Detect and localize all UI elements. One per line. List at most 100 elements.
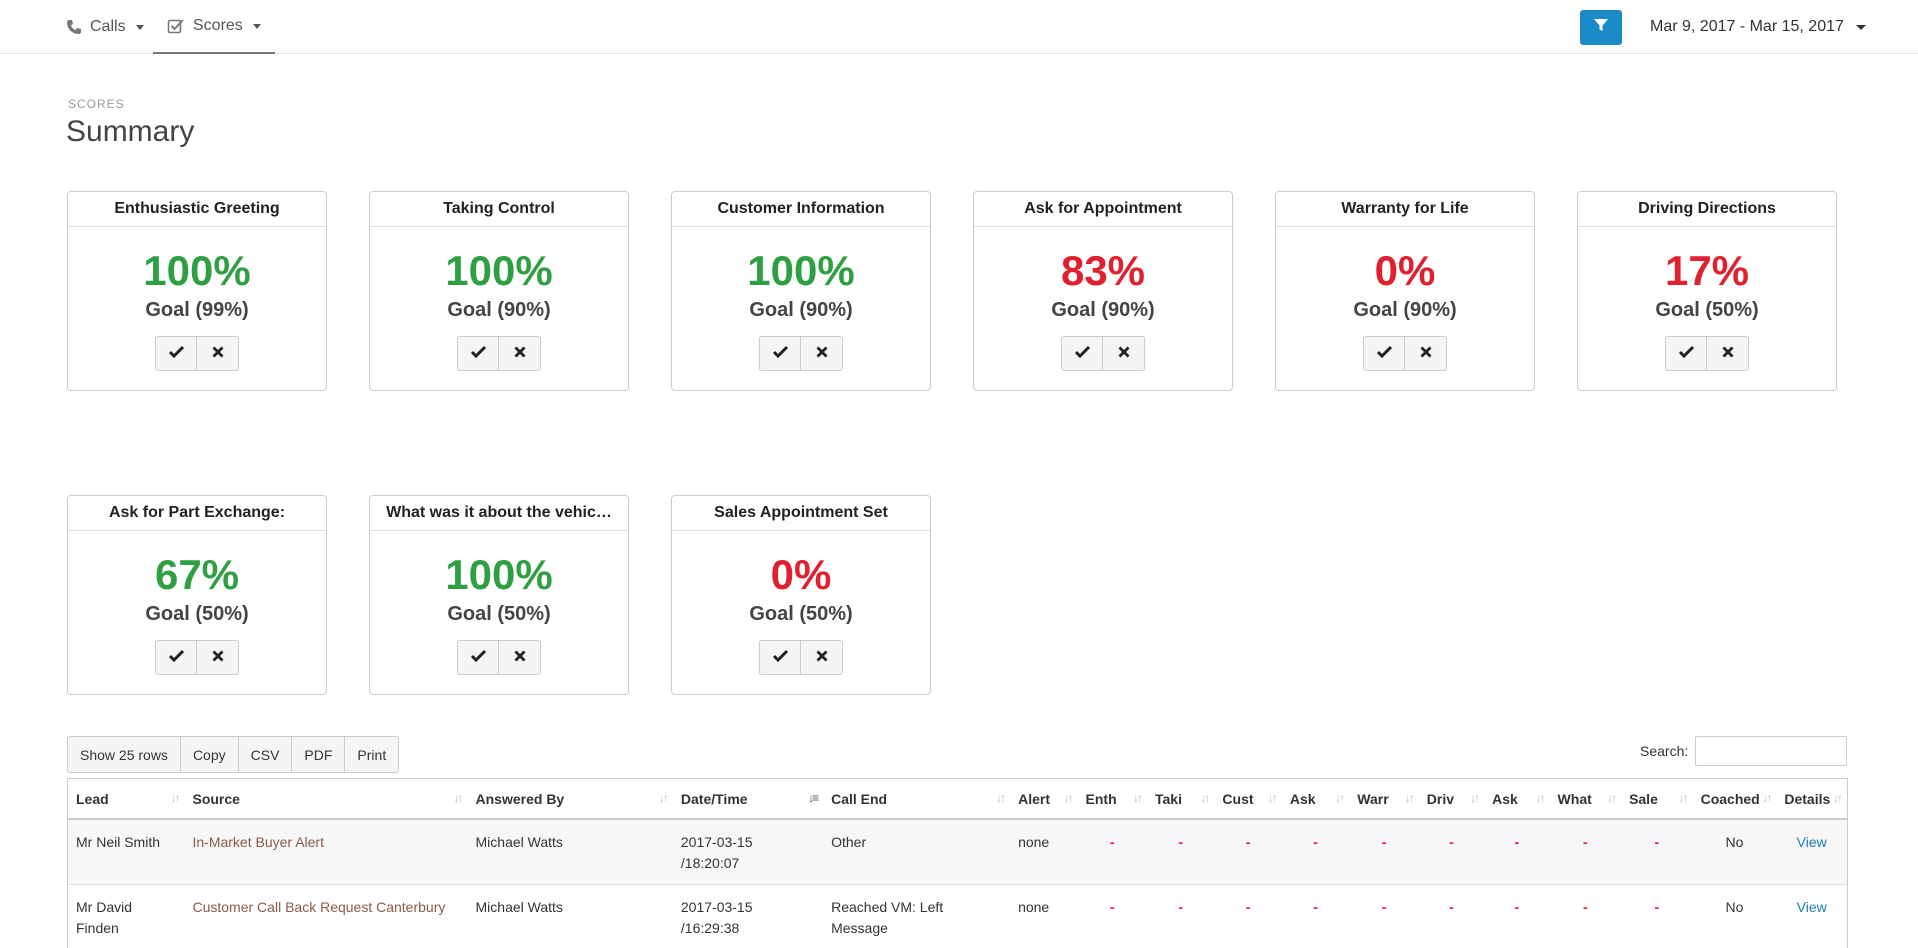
check-icon — [1074, 345, 1090, 363]
table-row[interactable]: Mr Neil Smith In-Market Buyer Alert Michae… — [68, 818, 1847, 885]
reject-button[interactable] — [801, 640, 843, 675]
filter-button[interactable] — [1580, 10, 1622, 45]
date-text: 2017-03-15 — [680, 899, 753, 915]
score-card: Ask for Appointment 83% Goal (90%) — [973, 191, 1233, 391]
chevron-down-icon — [1855, 24, 1866, 30]
sort-icon: ↓↑ — [1470, 791, 1480, 805]
date-range-picker[interactable]: Mar 9, 2017 - Mar 15, 2017 — [1650, 0, 1866, 54]
datetime-cell: 2017-03-15/18:20:07 — [672, 818, 824, 885]
score-card-actions — [1276, 336, 1534, 371]
sort-icon: ↓↑ — [170, 791, 180, 805]
score-card-percent: 100% — [445, 247, 553, 294]
check-icon — [168, 345, 184, 363]
score-card-title: Customer Information — [672, 192, 930, 227]
view-details-link[interactable]: View — [1776, 818, 1847, 885]
reject-button[interactable] — [197, 640, 239, 675]
column-header[interactable]: Source ↓↑ — [184, 779, 468, 820]
score-card-title: What was it about the vehic… — [370, 496, 628, 531]
approve-button[interactable] — [155, 640, 197, 675]
coached-cell: No — [1692, 884, 1777, 948]
reject-button[interactable] — [197, 336, 239, 371]
time-text: /18:20:07 — [680, 855, 740, 871]
score-card-goal: Goal (50%) — [447, 603, 551, 625]
column-header[interactable]: Details ↓↑ — [1776, 779, 1847, 820]
print-button[interactable]: Print — [344, 736, 400, 773]
call-end-cell: Other — [823, 818, 1011, 885]
column-header[interactable]: Lead ↓↑ — [68, 779, 185, 820]
column-header[interactable]: Sale ↓↑ — [1621, 779, 1693, 820]
approve-button[interactable] — [457, 640, 499, 675]
score-card-goal: Goal (50%) — [1655, 299, 1759, 321]
calls-menu-label: Calls — [90, 18, 126, 35]
column-header[interactable]: Ask ↓↑ — [1281, 779, 1350, 820]
alert-cell: none — [1010, 818, 1078, 885]
score-cell: - — [1484, 884, 1550, 948]
reject-button[interactable] — [1707, 336, 1749, 371]
score-card-percent: 0% — [1374, 247, 1436, 294]
call-end-cell: Reached VM: Left Message — [823, 884, 1011, 948]
approve-button[interactable] — [1061, 336, 1103, 371]
column-header[interactable]: Driv ↓↑ — [1418, 779, 1485, 820]
close-icon — [514, 345, 526, 363]
check-icon — [470, 345, 486, 363]
column-header[interactable]: Taki ↓↑ — [1146, 779, 1215, 820]
search-input[interactable] — [1695, 736, 1847, 766]
check-icon — [772, 345, 788, 363]
column-header-label: Answered By — [475, 790, 565, 807]
column-header-label: Date/Time — [680, 790, 748, 807]
score-cell: - — [1281, 818, 1350, 885]
reject-button[interactable] — [801, 336, 843, 371]
table-row[interactable]: Mr David Finden Customer Call Back Reques… — [68, 884, 1847, 948]
close-icon — [1420, 345, 1432, 363]
score-card-percent: 100% — [143, 247, 251, 294]
pdf-button[interactable]: PDF — [291, 736, 346, 773]
column-header[interactable]: Ask ↓↑ — [1484, 779, 1550, 820]
close-icon — [1722, 345, 1734, 363]
check-icon — [1678, 345, 1694, 363]
column-header[interactable]: Date/Time ↓≡ — [672, 779, 824, 820]
column-header[interactable]: Answered By ↓↑ — [467, 779, 673, 820]
page-title: Summary — [66, 115, 195, 148]
score-cell: - — [1349, 884, 1419, 948]
score-cell: - — [1549, 818, 1622, 885]
scores-menu[interactable]: Scores — [153, 0, 275, 54]
column-header-label: Details — [1784, 790, 1831, 807]
search-label: Search: — [1640, 743, 1689, 759]
table-header-row: Lead ↓↑ Source ↓↑ Answered By ↓↑ Date/Time ↓≡ Ca… — [68, 779, 1847, 820]
approve-button[interactable] — [1665, 336, 1707, 371]
score-card: What was it about the vehic… 100% Goal (50… — [369, 495, 629, 695]
column-header[interactable]: What ↓↑ — [1549, 779, 1622, 820]
approve-button[interactable] — [759, 336, 801, 371]
column-header[interactable]: Coached ↓↑ — [1692, 779, 1777, 820]
column-header[interactable]: Warr ↓↑ — [1349, 779, 1419, 820]
export-toolbar: Show 25 rows Copy CSV PDF Print — [67, 736, 400, 773]
column-header[interactable]: Cust ↓↑ — [1214, 779, 1282, 820]
score-card: Sales Appointment Set 0% Goal (50%) — [671, 495, 931, 695]
close-icon — [514, 649, 526, 667]
column-header-label: Coached — [1700, 790, 1760, 807]
csv-button[interactable]: CSV — [237, 736, 293, 773]
approve-button[interactable] — [1363, 336, 1405, 371]
lead-cell: Mr Neil Smith — [68, 818, 185, 885]
reject-button[interactable] — [499, 640, 541, 675]
approve-button[interactable] — [759, 640, 801, 675]
copy-button[interactable]: Copy — [179, 736, 239, 773]
score-card-actions — [370, 640, 628, 675]
reject-button[interactable] — [1405, 336, 1447, 371]
sort-icon: ↓↑ — [1535, 791, 1546, 805]
column-header-label: Enth — [1085, 790, 1117, 807]
answered-by-cell: Michael Watts — [467, 818, 673, 885]
column-header[interactable]: Enth ↓↑ — [1077, 779, 1147, 820]
calls-menu[interactable]: Calls — [66, 0, 144, 54]
approve-button[interactable] — [155, 336, 197, 371]
score-cell: - — [1077, 884, 1147, 948]
column-header[interactable]: Alert ↓↑ — [1010, 779, 1078, 820]
reject-button[interactable] — [499, 336, 541, 371]
score-card-actions — [1578, 336, 1836, 371]
reject-button[interactable] — [1103, 336, 1145, 371]
show-rows-button[interactable]: Show 25 rows — [67, 736, 181, 773]
view-details-link[interactable]: View — [1776, 884, 1847, 948]
column-header[interactable]: Call End ↓↑ — [823, 779, 1011, 820]
score-cell: - — [1621, 884, 1693, 948]
approve-button[interactable] — [457, 336, 499, 371]
